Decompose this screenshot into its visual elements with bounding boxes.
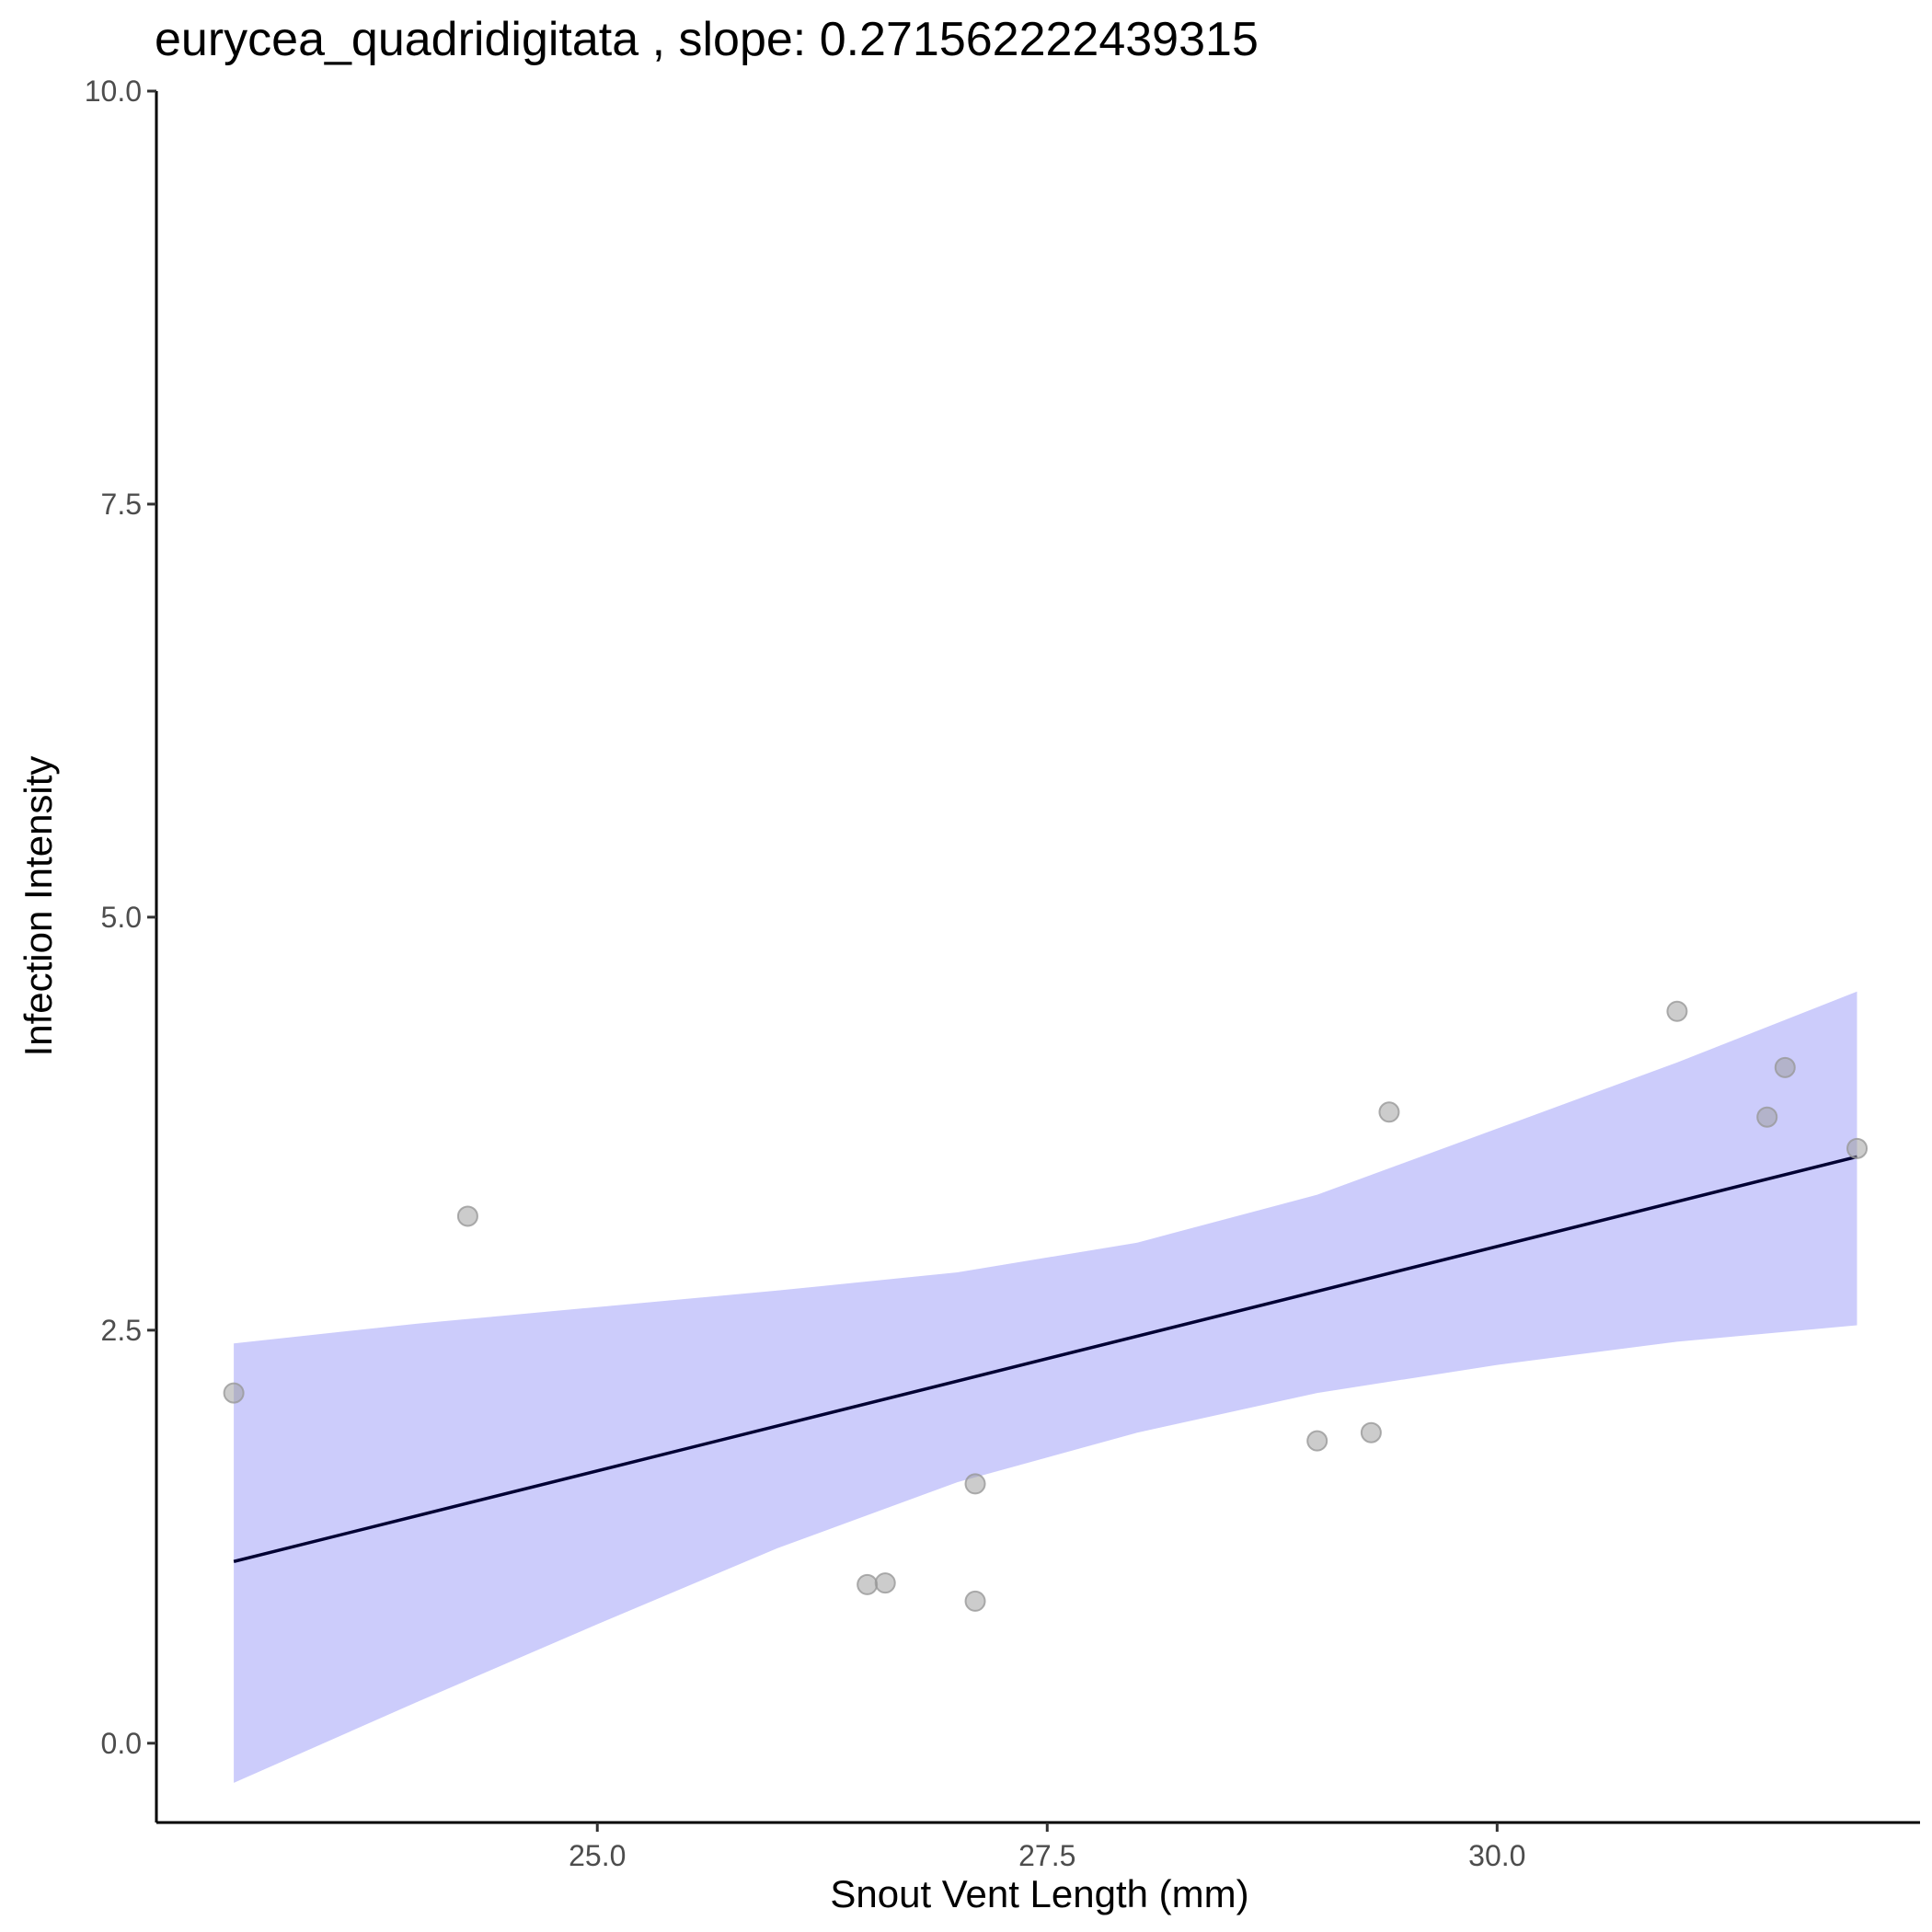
x-tick-label: 25.0 [569,1839,626,1872]
data-point [857,1573,879,1595]
x-tick-label: 27.5 [1018,1839,1075,1872]
data-point [964,1590,986,1612]
confidence-band [234,991,1857,1783]
confidence-band-layer [234,991,1857,1783]
data-point [1756,1106,1778,1128]
data-points-layer [223,1000,1869,1612]
data-point [1306,1430,1328,1452]
x-ticks: 25.0 27.5 30.0 [569,1823,1525,1872]
y-tick-label: 10.0 [85,75,142,108]
data-point [1666,1000,1688,1022]
data-point [874,1572,896,1594]
data-point [223,1382,245,1404]
data-point [1378,1101,1400,1123]
axes [155,91,1920,1824]
data-point [1846,1137,1869,1159]
trend-line-layer [233,1155,1857,1563]
data-point [456,1205,478,1227]
y-tick-label: 5.0 [101,901,142,934]
y-ticks: 0.0 2.5 5.0 7.5 10.0 [85,75,156,1760]
data-point [1360,1421,1382,1443]
trend-line [233,1155,1857,1563]
y-tick-label: 2.5 [101,1314,142,1347]
x-axis-title: Snout Vent Length (mm) [830,1872,1248,1915]
data-point [1774,1056,1796,1078]
y-axis-title: Infection Intensity [17,756,60,1057]
data-point [964,1473,986,1495]
y-tick-label: 7.5 [101,488,142,521]
chart-title: eurycea_quadridigitata , slope: 0.271562… [155,13,1259,66]
y-tick-label: 0.0 [101,1727,142,1760]
x-tick-label: 30.0 [1468,1839,1525,1872]
